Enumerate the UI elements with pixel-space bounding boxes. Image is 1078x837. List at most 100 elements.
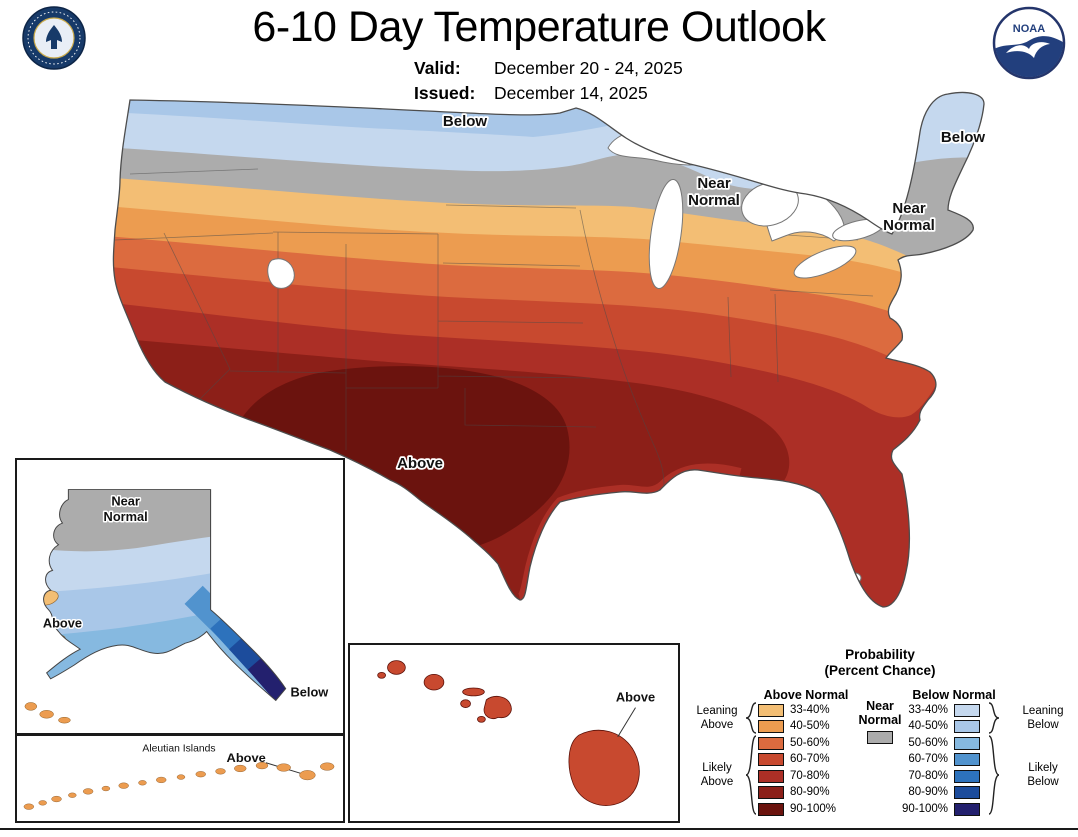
legend-below-header: Below Normal	[912, 688, 996, 702]
legend-title: Probability (Percent Chance)	[690, 647, 1070, 679]
legend-below-row: 40-50%	[898, 719, 980, 733]
map-label-below-north: Below	[443, 113, 488, 130]
issued-row: Issued: December 14, 2025	[414, 81, 683, 106]
color-swatch	[758, 769, 784, 783]
legend-below-row: 50-60%	[898, 736, 980, 750]
color-swatch	[954, 703, 980, 717]
legend-above-row: 70-80%	[758, 769, 830, 783]
map-label-near-normal-north-2: Normal	[688, 192, 740, 209]
brace-leaning-below-icon	[988, 702, 1000, 734]
color-swatch	[954, 785, 980, 799]
hawaii-inset: Above	[348, 643, 680, 823]
legend-below-row: 33-40%	[898, 703, 980, 717]
seagull-icon	[1006, 42, 1050, 58]
ak-label-near-normal-2: Normal	[104, 509, 148, 524]
conus-map-labels: Below Near Normal Near Normal Below Abov…	[395, 111, 987, 474]
legend-above-header: Above Normal	[763, 688, 849, 702]
legend-near-normal: Near Normal	[840, 699, 920, 747]
color-swatch	[758, 736, 784, 750]
legend-below-row: 80-90%	[898, 785, 980, 799]
color-swatch	[954, 736, 980, 750]
great-salt-lake	[267, 258, 295, 289]
island-niihau	[377, 671, 386, 679]
color-swatch	[758, 785, 784, 799]
legend-above-row: 50-60%	[758, 736, 830, 750]
valid-label: Valid:	[414, 58, 461, 78]
legend: Probability (Percent Chance) Above Norma…	[690, 643, 1078, 835]
alaska-map: Near Normal Above Below	[24, 489, 330, 724]
commerce-seal-logo	[22, 6, 86, 70]
ak-band-near-normal	[43, 489, 286, 552]
island-molokai	[462, 687, 485, 697]
ak-band-below-90-100	[247, 652, 286, 701]
island-maui	[483, 695, 512, 719]
color-swatch	[954, 769, 980, 783]
map-label-near-normal-east-2: Normal	[883, 217, 935, 234]
island-lanai	[460, 699, 471, 708]
island-hawaii-big	[568, 729, 640, 806]
island-kahoolawe	[477, 715, 486, 723]
aleutian-map: Aleutian Islands Above	[23, 743, 335, 810]
island-oahu	[423, 673, 445, 691]
legend-above-row: 60-70%	[758, 752, 830, 766]
legend-likely-above: Likely Above	[700, 762, 734, 788]
brace-leaning-above-icon	[745, 702, 757, 734]
conus-outline	[112, 91, 985, 608]
issued-value: December 14, 2025	[494, 83, 648, 103]
color-swatch	[758, 752, 784, 766]
aleutian-inset: Aleutian Islands Above	[15, 734, 345, 823]
state-borders	[114, 168, 874, 487]
legend-below-row: 90-100%	[898, 802, 980, 816]
issued-label: Issued:	[414, 83, 476, 103]
noaa-logo-text: NOAA	[1013, 23, 1045, 35]
aleutian-label-above: Above	[227, 751, 266, 765]
lake-erie	[793, 245, 857, 279]
color-swatch	[954, 719, 980, 733]
bottom-rule	[0, 828, 1078, 830]
legend-leaning-above: Leaning Above	[696, 705, 738, 731]
hawaii-leader-line	[617, 707, 636, 738]
legend-title-line2: (Percent Chance)	[824, 663, 936, 678]
map-label-near-normal-east-1: Near	[892, 200, 926, 217]
aleutian-title: Aleutian Islands	[142, 743, 215, 754]
noaa-emblem	[995, 36, 1063, 77]
legend-below-row: 60-70%	[898, 752, 980, 766]
color-swatch	[954, 802, 980, 816]
aleutian-islands-chain	[23, 762, 335, 810]
hawaii-islands	[377, 660, 640, 806]
ak-label-near-normal-1: Near	[111, 493, 140, 508]
color-swatch	[954, 752, 980, 766]
legend-title-line1: Probability	[845, 647, 915, 662]
alaska-inset: Near Normal Above Below	[15, 458, 345, 735]
color-swatch	[758, 703, 784, 717]
alaska-outline	[43, 489, 287, 702]
legend-above-row: 90-100%	[758, 802, 836, 816]
color-swatch	[758, 802, 784, 816]
map-label-above-center: Above	[397, 455, 443, 472]
color-swatch	[758, 719, 784, 733]
legend-above-row: 40-50%	[758, 719, 830, 733]
ak-label-above: Above	[43, 616, 82, 631]
page-title: 6-10 Day Temperature Outlook	[252, 3, 826, 51]
lake-michigan	[648, 178, 684, 290]
valid-issued-block: Valid: December 20 - 24, 2025 Issued: Dece…	[414, 56, 683, 106]
map-label-below-east: Below	[941, 129, 986, 146]
valid-value: December 20 - 24, 2025	[494, 58, 683, 78]
noaa-logo: NOAA	[992, 6, 1066, 80]
ak-offshore-islands	[24, 702, 71, 724]
legend-above-row: 33-40%	[758, 703, 830, 717]
legend-leaning-below: Leaning Below	[1022, 705, 1064, 731]
legend-likely-below: Likely Below	[1027, 762, 1059, 788]
color-swatch	[867, 731, 893, 744]
map-label-near-normal-north-1: Near	[697, 175, 731, 192]
brace-likely-above-icon	[745, 735, 757, 815]
hawaii-label-above: Above	[616, 690, 655, 705]
island-kauai	[387, 660, 406, 675]
legend-below-row: 70-80%	[898, 769, 980, 783]
hawaii-map: Above	[377, 660, 657, 806]
valid-row: Valid: December 20 - 24, 2025	[414, 56, 683, 81]
ak-label-below: Below	[291, 685, 329, 700]
legend-above-row: 80-90%	[758, 785, 830, 799]
brace-likely-below-icon	[988, 735, 1000, 815]
